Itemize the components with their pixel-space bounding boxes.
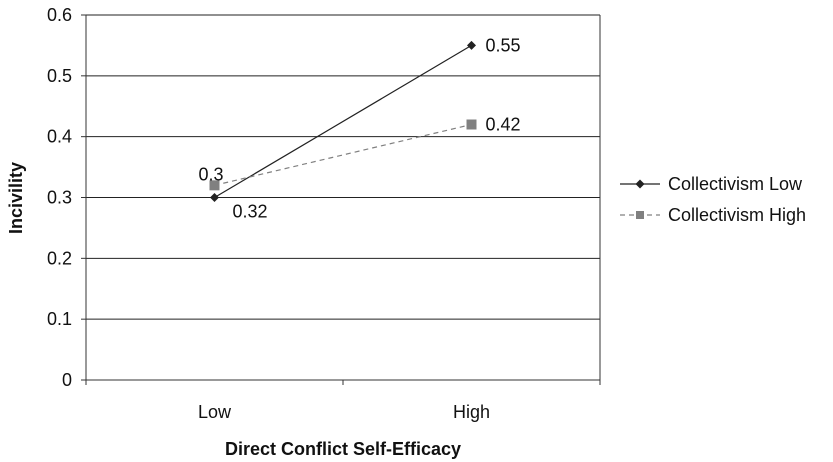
y-tick-label-0.4: 0.4 [47, 127, 72, 147]
y-axis-title: Incivility [6, 162, 26, 234]
y-tick-label-0.1: 0.1 [47, 309, 72, 329]
data-label-collectivism-low-low: 0.32 [233, 202, 268, 222]
data-labels: 0.32 0.55 0.3 0.42 [199, 35, 521, 221]
y-tick-labels: 0 0.1 0.2 0.3 0.4 0.5 0.6 [47, 5, 72, 390]
data-label-collectivism-low-high: 0.55 [486, 35, 521, 55]
y-tick-label-0.3: 0.3 [47, 188, 72, 208]
y-tick-label-0: 0 [62, 370, 72, 390]
x-axis-title: Direct Conflict Self-Efficacy [225, 439, 461, 459]
axes [81, 14, 601, 385]
legend-item-collectivism-high: Collectivism High [620, 205, 806, 225]
y-tick-label-0.5: 0.5 [47, 66, 72, 86]
data-label-collectivism-high-high: 0.42 [486, 115, 521, 135]
legend-label-collectivism-low: Collectivism Low [668, 174, 803, 194]
x-tick-label-high: High [453, 402, 490, 422]
gridlines [86, 14, 600, 320]
point-collectivism-low-low [210, 193, 219, 202]
series-layer [209, 40, 477, 202]
data-label-collectivism-high-low: 0.3 [199, 164, 224, 184]
point-collectivism-high-low [209, 180, 220, 191]
y-tick-label-0.6: 0.6 [47, 5, 72, 25]
x-tick-labels: Low High [198, 402, 490, 422]
legend-label-collectivism-high: Collectivism High [668, 205, 806, 225]
legend: Collectivism Low Collectivism High [620, 174, 806, 225]
point-collectivism-low-high [467, 40, 476, 50]
y-tick-label-0.2: 0.2 [47, 248, 72, 268]
series-line-collectivism-low [214, 44, 472, 199]
point-collectivism-high-high [466, 119, 477, 130]
legend-diamond-marker-icon [635, 179, 645, 189]
legend-square-marker-icon [636, 211, 644, 219]
series-line-collectivism-high [214, 123, 472, 186]
x-tick-label-low: Low [198, 402, 232, 422]
legend-item-collectivism-low: Collectivism Low [620, 174, 803, 194]
